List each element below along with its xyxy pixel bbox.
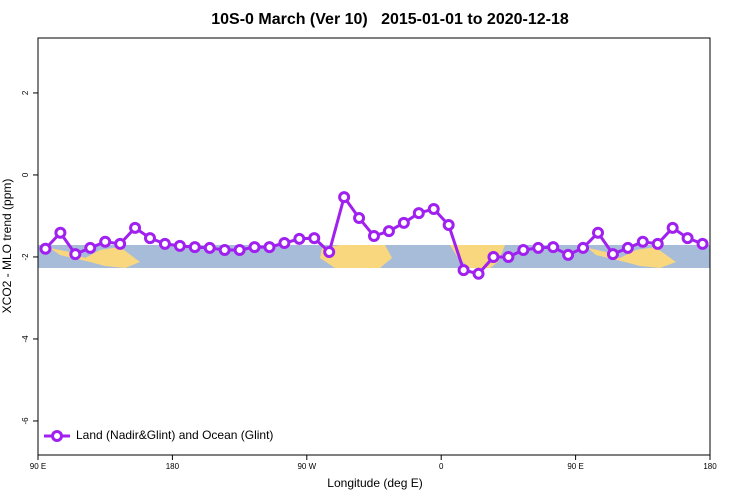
- data-point: [427, 202, 440, 215]
- data-point: [203, 241, 216, 254]
- data-point: [382, 225, 395, 238]
- x-tick-label: 90 E: [30, 462, 46, 471]
- data-point: [592, 226, 604, 239]
- data-point: [442, 218, 455, 231]
- data-point: [368, 230, 380, 243]
- data-point: [263, 241, 276, 254]
- data-point: [562, 248, 575, 261]
- data-point: [472, 267, 485, 280]
- data-point: [248, 241, 261, 254]
- data-point: [233, 243, 246, 256]
- y-tick-label: -2: [21, 253, 30, 261]
- y-tick-label: -4: [21, 335, 30, 343]
- x-axis-label: Longitude (deg E): [327, 476, 422, 490]
- data-point: [54, 226, 67, 239]
- data-point: [577, 241, 590, 254]
- data-point: [696, 237, 709, 250]
- land: [320, 245, 392, 268]
- data-point: [129, 221, 142, 234]
- data-point: [532, 241, 545, 254]
- data-point: [666, 221, 679, 234]
- x-tick-label: 180: [703, 462, 717, 471]
- data-point: [188, 241, 201, 254]
- data-point: [69, 248, 82, 261]
- data-point: [457, 264, 470, 277]
- legend-label: Land (Nadir&Glint) and Ocean (Glint): [76, 428, 273, 442]
- data-point: [218, 243, 231, 256]
- plot-frame: [37, 37, 711, 456]
- data-point: [502, 250, 515, 263]
- x-tick-label: 180: [166, 462, 180, 471]
- data-point: [353, 212, 366, 225]
- land: [50, 247, 140, 268]
- data-point: [487, 250, 500, 263]
- data-point: [308, 232, 321, 245]
- data-point: [397, 216, 410, 229]
- y-tick-label: 0: [21, 172, 30, 177]
- x-tick-label: 90 E: [567, 462, 583, 471]
- data-point: [681, 232, 694, 245]
- data-point: [636, 235, 649, 248]
- data-point: [517, 243, 530, 256]
- x-tick-label: 0: [439, 462, 444, 471]
- data-point: [606, 248, 619, 261]
- y-tick-label: 2: [21, 90, 30, 95]
- chart-title: 10S-0 March (Ver 10) 2015-01-01 to 2020-…: [211, 11, 569, 28]
- data-point: [173, 239, 186, 252]
- y-tick-label: -6: [21, 417, 30, 425]
- data-point: [338, 191, 351, 204]
- data-point: [547, 241, 560, 254]
- land: [588, 247, 676, 268]
- legend-marker: [51, 430, 63, 442]
- data-point: [651, 237, 664, 250]
- data-point: [278, 237, 291, 250]
- data-point: [412, 207, 425, 220]
- x-tick-label: 90 W: [297, 462, 316, 471]
- data-point: [114, 237, 127, 250]
- data-point: [99, 235, 112, 248]
- data-point: [84, 241, 97, 254]
- data-point: [158, 237, 171, 250]
- y-axis-label: XCO2 - MLO trend (ppm): [0, 179, 14, 314]
- data-point: [323, 246, 336, 259]
- data-point: [293, 232, 306, 245]
- data-point: [144, 232, 156, 245]
- data-point: [39, 242, 52, 255]
- data-point: [621, 241, 634, 254]
